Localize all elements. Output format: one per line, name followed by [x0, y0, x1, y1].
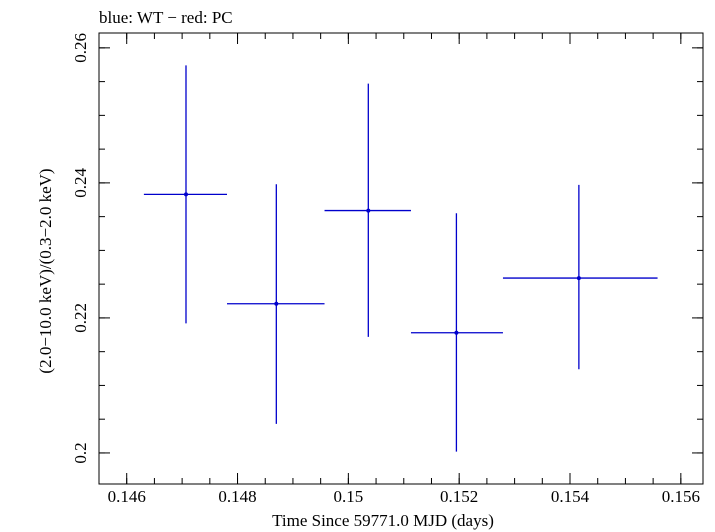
y-tick-label: 0.2 [71, 442, 90, 463]
y-axis-title: (2.0−10.0 keV)/(0.3−2.0 keV) [36, 168, 55, 373]
y-tick-label: 0.22 [71, 303, 90, 333]
x-axis-title: Time Since 59771.0 MJD (days) [272, 511, 494, 530]
x-tick-label: 0.154 [551, 487, 590, 506]
data-point [454, 330, 459, 335]
axis-ticks: 0.146 0.148 0.15 0.152 0.154 0.156 0.2 0.22 0.24… [71, 33, 703, 506]
data-point [576, 276, 581, 281]
x-tick-label: 0.152 [440, 487, 478, 506]
y-tick-label: 0.26 [71, 33, 90, 63]
x-tick-label: 0.146 [108, 487, 146, 506]
x-tick-label: 0.156 [662, 487, 700, 506]
data-series [143, 65, 658, 452]
data-point [366, 208, 371, 213]
plot-frame [98, 32, 704, 485]
chart-title: blue: WT − red: PC [99, 8, 233, 27]
x-tick-label: 0.148 [218, 487, 256, 506]
data-point [183, 192, 188, 197]
data-point [274, 301, 279, 306]
series-wt [143, 65, 658, 452]
y-tick-label: 0.24 [71, 168, 90, 198]
x-tick-label: 0.15 [333, 487, 363, 506]
